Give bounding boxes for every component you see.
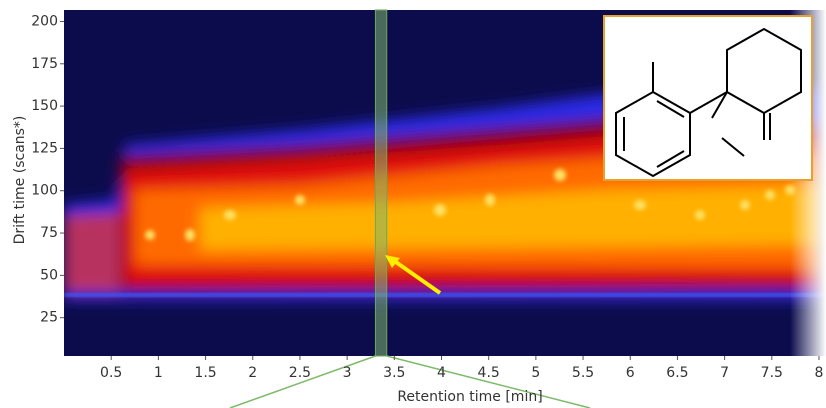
arrow: [391, 258, 442, 295]
x-tick-label: 6.5: [666, 365, 688, 381]
x-tick-label: 6: [626, 365, 635, 381]
y-axis-label: Drift time (scans*): [12, 116, 28, 245]
arrow-head: [385, 255, 400, 268]
x-tick-label: 3: [343, 365, 352, 381]
x-tick-label: 4.5: [478, 365, 500, 381]
x-tick-label: 7.5: [761, 365, 783, 381]
x-axis-label: Retention time [min]: [397, 389, 542, 405]
callout-line: [386, 355, 591, 408]
y-tick-label: 125: [31, 140, 58, 156]
x-tick-label: 2: [248, 365, 257, 381]
callout-line: [229, 355, 376, 408]
y-tick-label: 150: [31, 98, 58, 114]
y-tick-label: 50: [40, 267, 58, 283]
x-tick-label: 2.5: [289, 365, 311, 381]
y-tick-label: 25: [40, 310, 58, 326]
x-tick-label: 7: [720, 365, 729, 381]
inset: [603, 15, 813, 181]
x-tick-label: 0.5: [100, 365, 122, 381]
x-tick-label: 4: [437, 365, 446, 381]
x-tick-label: 5.5: [572, 365, 594, 381]
x-tick-label: 5: [531, 365, 540, 381]
x-tick-label: 3.5: [383, 365, 405, 381]
x-tick-label: 1: [154, 365, 163, 381]
y-tick-label: 175: [31, 56, 58, 72]
highlight-band: [374, 9, 388, 357]
y-tick-label: 100: [31, 183, 58, 199]
y-tick-label: 75: [40, 225, 58, 241]
x-tick-label: 1.5: [194, 365, 216, 381]
x-tick-label: 8: [815, 365, 824, 381]
y-tick-label: 200: [31, 13, 58, 29]
